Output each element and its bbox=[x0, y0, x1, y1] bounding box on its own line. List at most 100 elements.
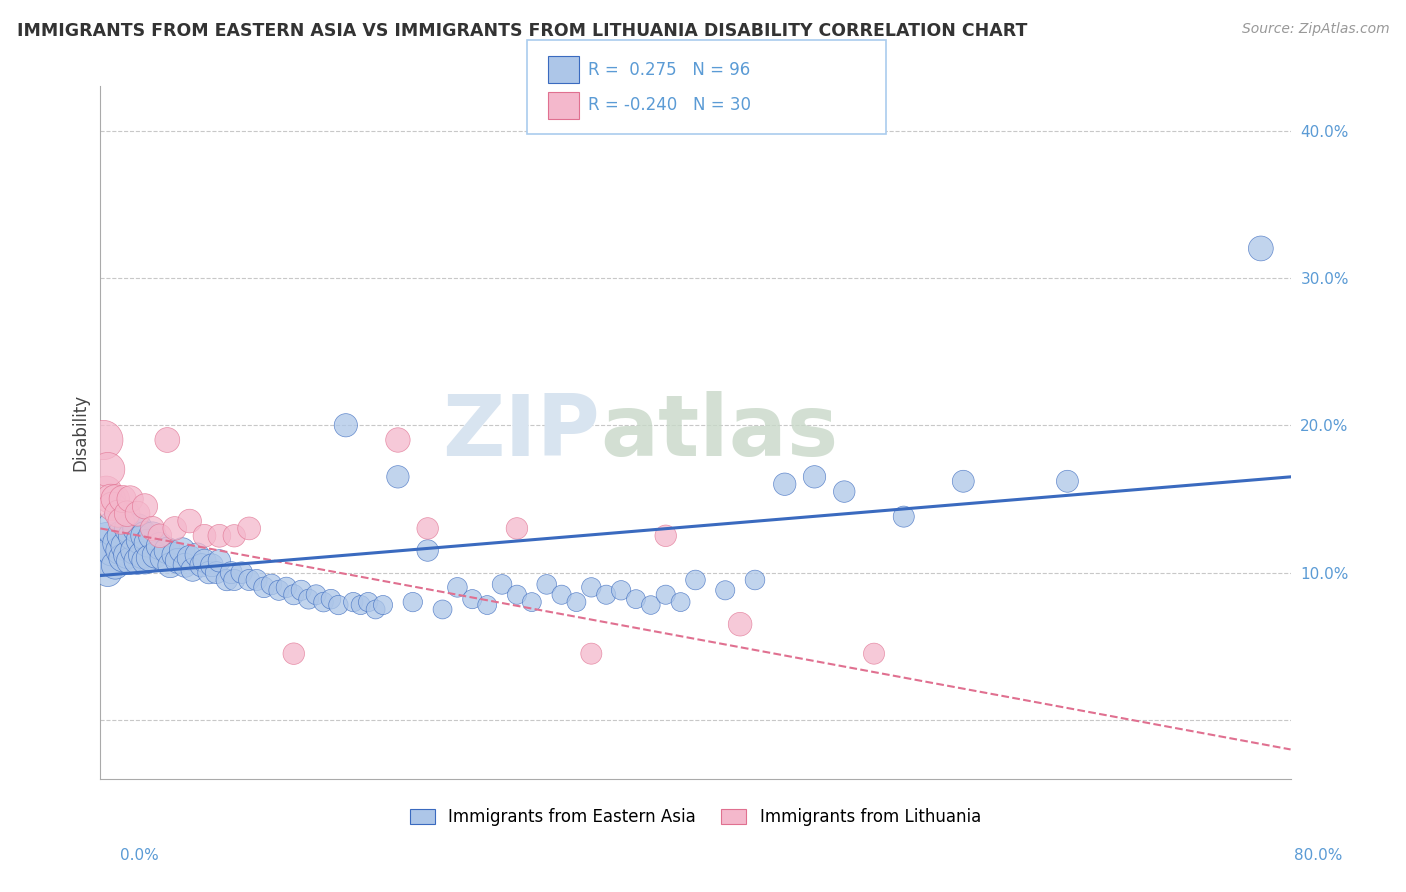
Point bbox=[364, 602, 387, 616]
Point bbox=[477, 598, 499, 612]
Point bbox=[138, 550, 160, 565]
Point bbox=[129, 533, 152, 548]
Point bbox=[104, 491, 127, 506]
Point bbox=[186, 548, 208, 562]
Point bbox=[640, 598, 662, 612]
Point bbox=[120, 554, 142, 568]
Point bbox=[198, 566, 221, 580]
Point bbox=[145, 548, 167, 562]
Text: atlas: atlas bbox=[600, 391, 838, 475]
Text: IMMIGRANTS FROM EASTERN ASIA VS IMMIGRANTS FROM LITHUANIA DISABILITY CORRELATION: IMMIGRANTS FROM EASTERN ASIA VS IMMIGRAN… bbox=[17, 22, 1028, 40]
Point bbox=[328, 598, 350, 612]
Point bbox=[111, 491, 134, 506]
Point bbox=[253, 580, 276, 594]
Point bbox=[96, 484, 118, 499]
Point bbox=[208, 554, 231, 568]
Point bbox=[101, 500, 124, 514]
Point bbox=[149, 539, 172, 553]
Point bbox=[714, 583, 737, 598]
Point bbox=[100, 491, 122, 506]
Point bbox=[491, 577, 513, 591]
Point bbox=[134, 529, 156, 543]
Point bbox=[134, 554, 156, 568]
Point bbox=[305, 588, 328, 602]
Point bbox=[387, 470, 409, 484]
Point bbox=[402, 595, 425, 609]
Point bbox=[124, 543, 146, 558]
Point bbox=[744, 573, 766, 587]
Point bbox=[319, 592, 342, 607]
Point bbox=[863, 647, 886, 661]
Text: ZIP: ZIP bbox=[443, 391, 600, 475]
Point bbox=[215, 573, 238, 587]
Point bbox=[134, 500, 156, 514]
Point bbox=[208, 529, 231, 543]
Point bbox=[131, 548, 153, 562]
Point bbox=[685, 573, 707, 587]
Point bbox=[654, 529, 676, 543]
Point bbox=[179, 514, 201, 528]
Point bbox=[110, 514, 132, 528]
Point bbox=[152, 550, 174, 565]
Point bbox=[581, 580, 603, 594]
Text: Source: ZipAtlas.com: Source: ZipAtlas.com bbox=[1241, 22, 1389, 37]
Point bbox=[141, 521, 163, 535]
Point bbox=[581, 647, 603, 661]
Point bbox=[283, 647, 305, 661]
Text: R =  0.275   N = 96: R = 0.275 N = 96 bbox=[588, 61, 749, 78]
Text: 0.0%: 0.0% bbox=[120, 848, 159, 863]
Point bbox=[506, 521, 529, 535]
Point bbox=[120, 491, 142, 506]
Point bbox=[163, 548, 186, 562]
Point bbox=[357, 595, 380, 609]
Point bbox=[536, 577, 558, 591]
Point bbox=[387, 433, 409, 447]
Point bbox=[893, 509, 915, 524]
Point bbox=[832, 484, 855, 499]
Point bbox=[97, 536, 120, 550]
Point bbox=[290, 583, 312, 598]
Point bbox=[107, 536, 129, 550]
Point bbox=[149, 529, 172, 543]
Point bbox=[238, 573, 260, 587]
Point bbox=[163, 521, 186, 535]
Point bbox=[654, 588, 676, 602]
Point bbox=[166, 554, 188, 568]
Point bbox=[371, 598, 394, 612]
Point bbox=[156, 543, 179, 558]
Point bbox=[201, 558, 224, 573]
Legend: Immigrants from Eastern Asia, Immigrants from Lithuania: Immigrants from Eastern Asia, Immigrants… bbox=[404, 802, 987, 833]
Point bbox=[276, 580, 298, 594]
Point bbox=[97, 550, 120, 565]
Point bbox=[267, 583, 290, 598]
Point bbox=[193, 554, 215, 568]
Point bbox=[156, 433, 179, 447]
Point bbox=[127, 507, 149, 521]
Point bbox=[120, 521, 142, 535]
Point bbox=[952, 475, 974, 489]
Point bbox=[506, 588, 529, 602]
Point bbox=[107, 507, 129, 521]
Point bbox=[174, 558, 197, 573]
Point bbox=[179, 550, 201, 565]
Point bbox=[610, 583, 633, 598]
Point bbox=[1056, 475, 1078, 489]
Point bbox=[595, 588, 617, 602]
Point bbox=[565, 595, 588, 609]
Point bbox=[624, 592, 647, 607]
Point bbox=[219, 566, 242, 580]
Point bbox=[136, 536, 159, 550]
Point bbox=[283, 588, 305, 602]
Point bbox=[520, 595, 543, 609]
Point bbox=[335, 418, 357, 433]
Point bbox=[172, 543, 194, 558]
Point bbox=[728, 617, 751, 632]
Point bbox=[91, 433, 114, 447]
Point bbox=[461, 592, 484, 607]
Point bbox=[1250, 242, 1272, 256]
Point bbox=[550, 588, 572, 602]
Point bbox=[127, 554, 149, 568]
Point bbox=[669, 595, 692, 609]
Point bbox=[104, 558, 127, 573]
Point bbox=[416, 543, 439, 558]
